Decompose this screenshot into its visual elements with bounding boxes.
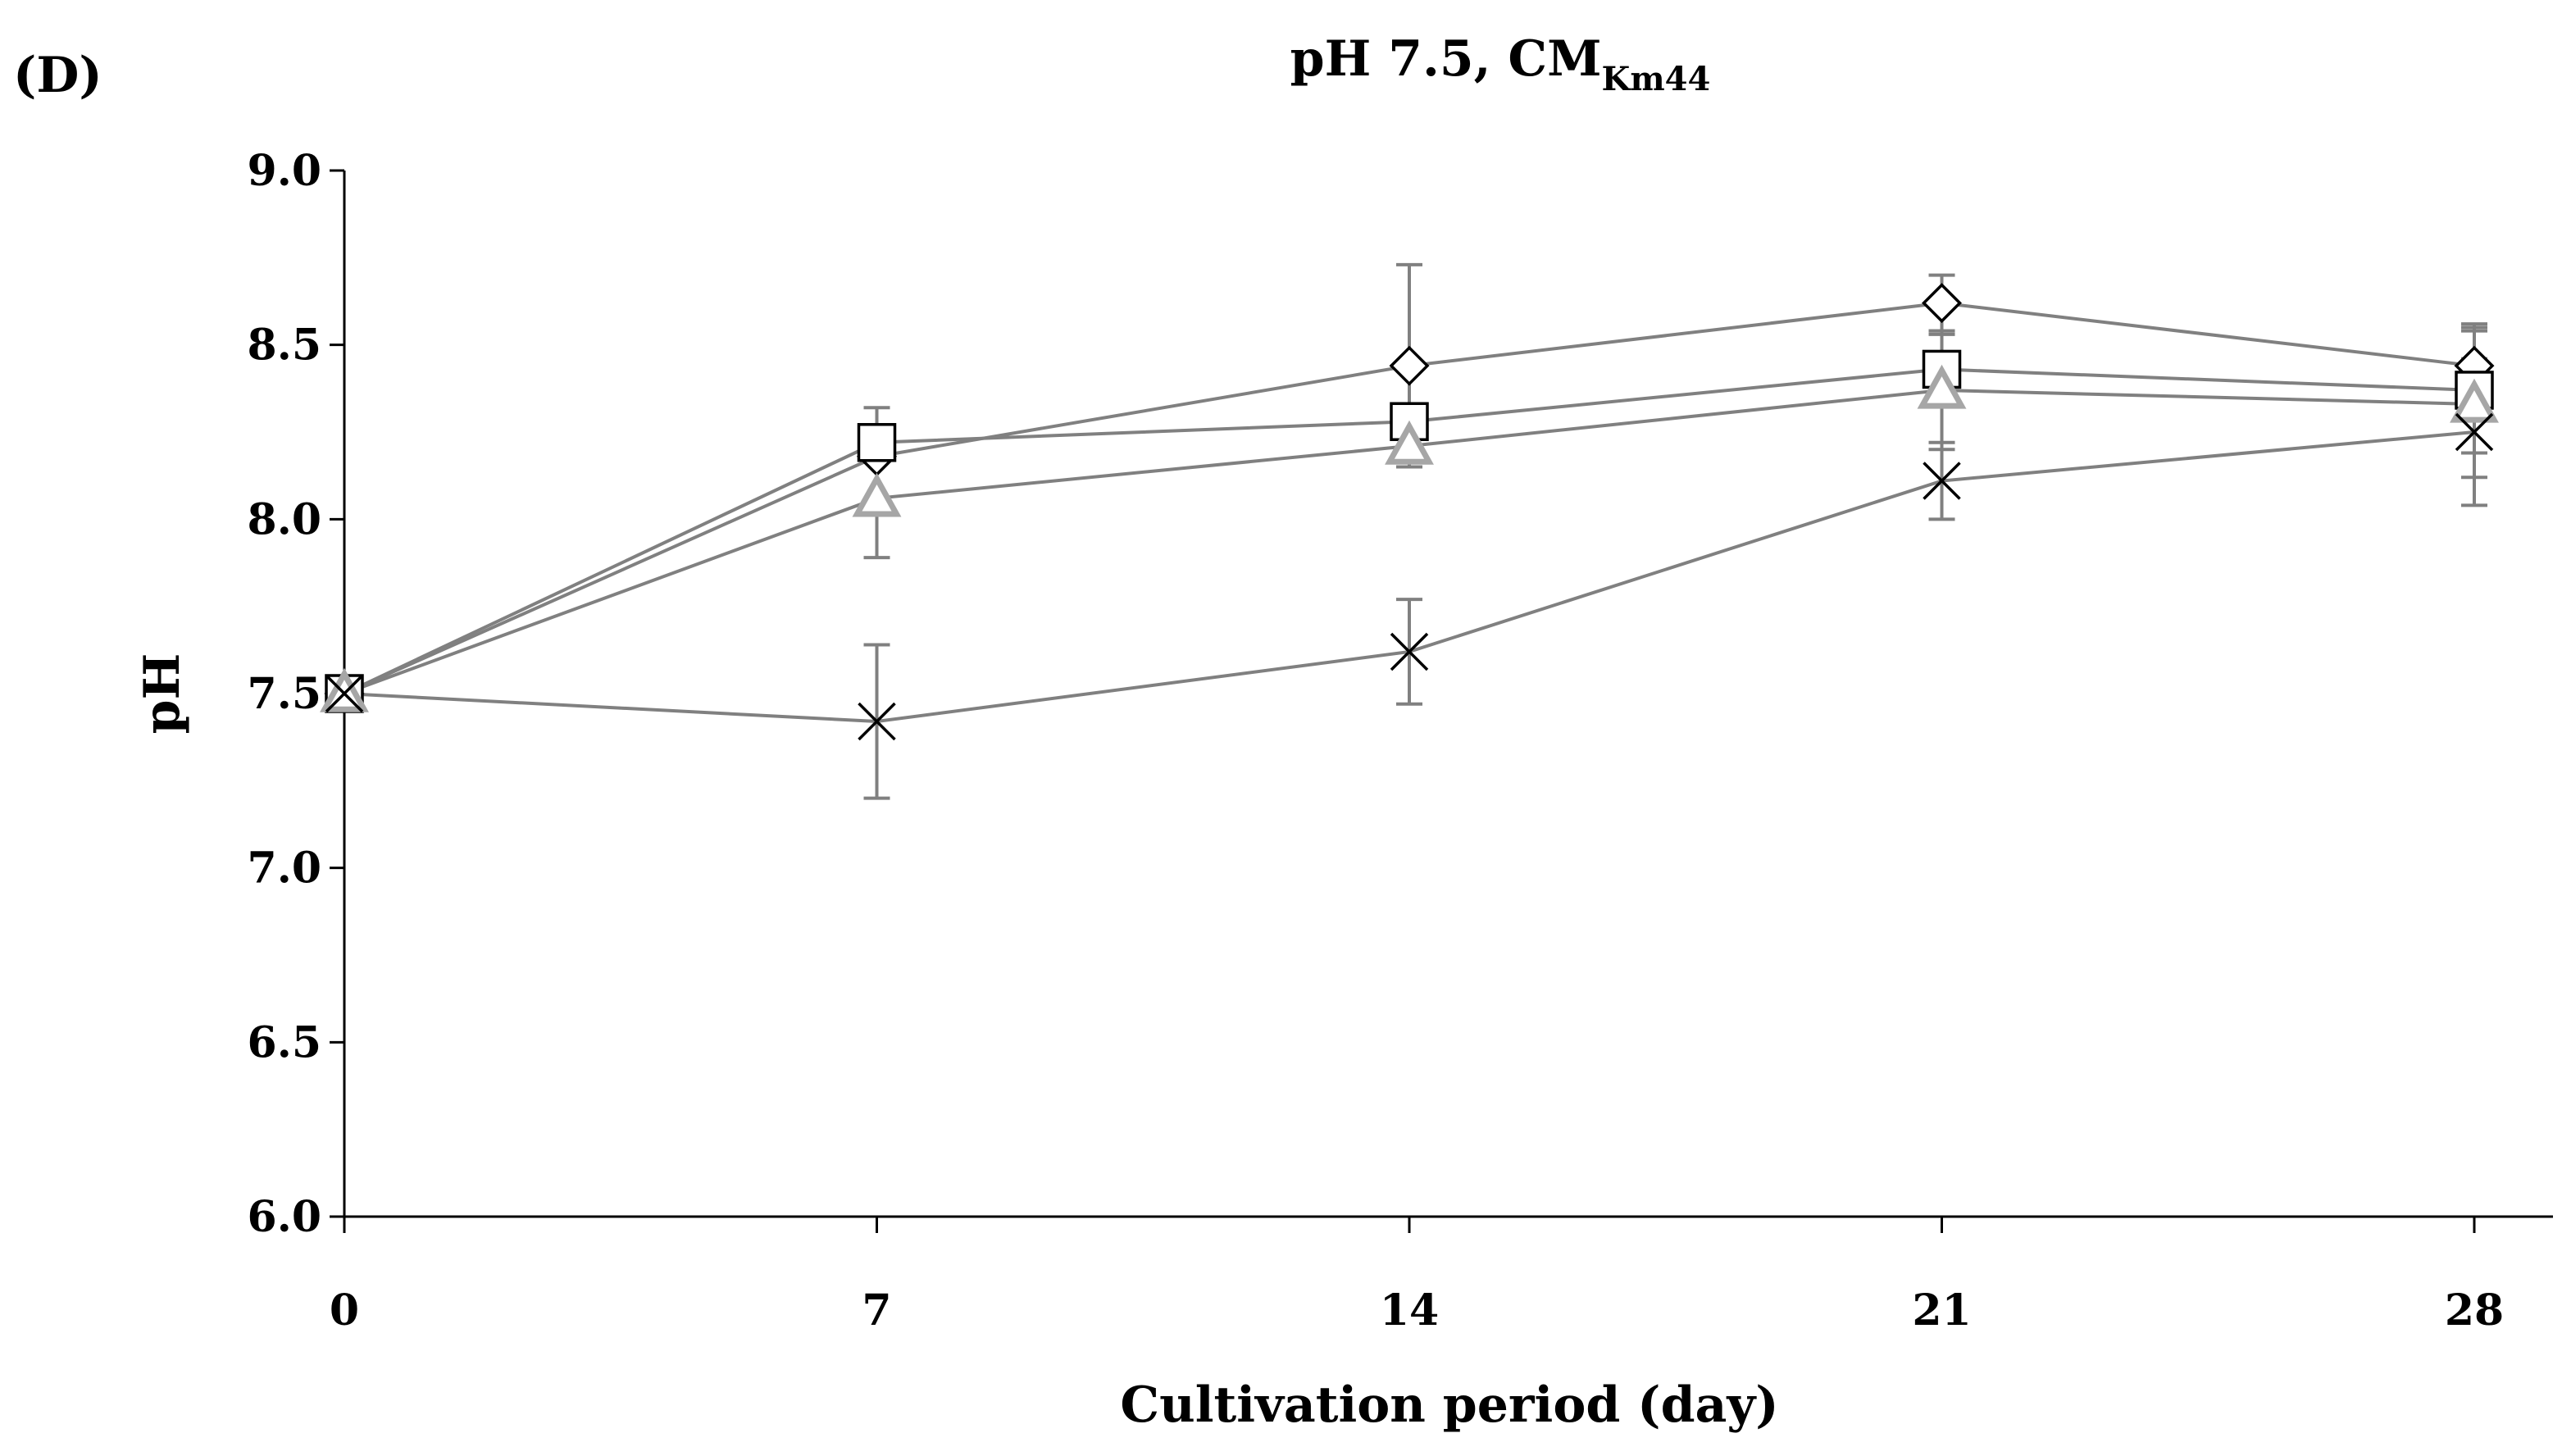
data-point-cross xyxy=(1923,462,1961,500)
data-point-cross xyxy=(325,674,364,713)
y-tick-label: 7.5 xyxy=(248,669,321,719)
y-axis-ticks: 6.0 6.5 7.0 7.5 8.0 8.5 9.0 xyxy=(248,146,344,1242)
data-point-cross xyxy=(2455,412,2494,452)
x-axis-title: Cultivation period (day) xyxy=(1120,1376,1778,1434)
data-point-triangle xyxy=(852,472,902,517)
data-point-triangle xyxy=(1917,364,1967,409)
data-point-triangle xyxy=(2450,378,2499,423)
x-tick-label: 21 xyxy=(1912,1285,1971,1335)
y-tick-label: 8.0 xyxy=(248,494,321,544)
x-tick-label: 28 xyxy=(2445,1285,2504,1335)
data-point-square xyxy=(857,423,897,462)
x-axis-ticks: 0 7 14 21 28 xyxy=(330,1217,2504,1335)
chart-title: pH 7.5, CMKm44 xyxy=(1290,30,1711,98)
y-tick-label: 7.0 xyxy=(248,844,321,894)
data-point-cross xyxy=(858,702,896,741)
data-point-triangle xyxy=(1385,420,1434,465)
panel-label: (D) xyxy=(13,47,102,104)
y-tick-label: 6.5 xyxy=(248,1017,321,1067)
x-tick-label: 7 xyxy=(862,1285,891,1335)
data-point-diamond xyxy=(1922,283,1962,324)
x-tick-label: 0 xyxy=(330,1285,359,1335)
y-tick-label: 8.5 xyxy=(248,321,321,371)
data-point-diamond xyxy=(1389,345,1430,386)
y-tick-label: 9.0 xyxy=(248,146,321,196)
y-tick-label: 6.0 xyxy=(248,1192,321,1242)
series-layer xyxy=(320,262,2499,800)
y-axis-title: pH xyxy=(134,653,191,735)
x-tick-label: 14 xyxy=(1380,1285,1439,1335)
data-point-cross xyxy=(1390,632,1429,671)
